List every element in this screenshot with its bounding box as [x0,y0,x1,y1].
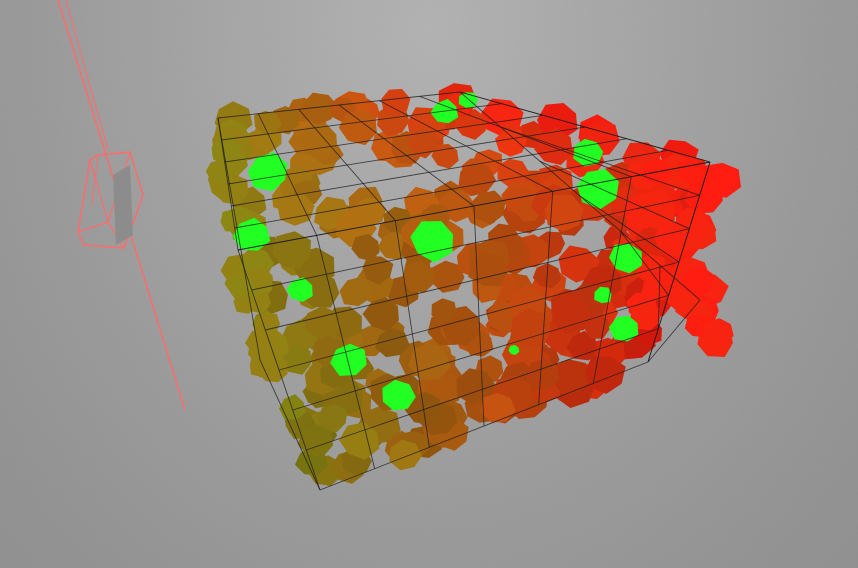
voxel [683,266,714,297]
voxel [402,260,435,293]
voxel [456,368,496,405]
voxel [339,422,380,460]
voxel [469,190,506,225]
camera-body [77,151,144,249]
voxel [675,293,703,320]
voxel [406,128,438,159]
highlighted-voxel [330,343,367,376]
grid-line [619,230,670,296]
highlighted-voxel [247,152,288,192]
voxel [301,96,331,123]
highlighted-voxel [594,286,612,304]
voxel [300,273,340,308]
voxel [362,297,399,332]
highlighted-voxel [458,92,478,108]
voxel [552,359,592,396]
voxel [453,108,487,140]
voxel [630,301,660,331]
camera-frustum [57,0,186,411]
voxel [481,392,516,423]
camera-ray [65,0,109,151]
voxel [552,293,591,334]
voxel [254,110,282,135]
camera-image-panel [113,165,133,245]
voxel [431,298,457,323]
voxel-cluster [205,83,741,486]
grid-line [647,299,701,363]
grid-line [499,126,700,196]
voxel [566,330,598,361]
voxel [468,252,508,287]
grid-line [319,361,649,491]
voxel-grid-wireframe [217,91,711,491]
camera-edge [89,159,109,223]
voxel [339,276,372,307]
voxel [272,231,311,270]
grid-line [657,265,661,329]
voxel [408,342,452,380]
voxel [338,109,377,146]
highlighted-voxel [576,169,619,210]
highlighted-voxel [508,344,520,355]
voxel [495,129,527,157]
highlighted-voxel [410,221,454,263]
voxel [362,255,394,285]
grid-line [259,359,321,491]
voxel [317,404,348,433]
voxel [675,207,710,242]
voxel [584,355,626,394]
voxel [389,439,423,471]
voxel [697,162,741,198]
highlighted-voxel [286,277,313,302]
grid-line [237,161,711,251]
voxel [351,234,380,261]
voxel [299,122,338,161]
voxel [703,318,734,345]
voxel [381,88,411,117]
grid-line [306,328,659,451]
highlighted-voxel [382,379,416,411]
grid-line [579,195,680,263]
voxel [537,103,578,140]
voxel [584,313,610,339]
voxel [297,423,334,457]
grid-line [539,160,690,230]
voxel [458,162,497,197]
grid-line [217,117,261,361]
camera-edge [91,154,99,206]
voxel [279,394,306,420]
highlighted-voxel [232,217,271,251]
grid-line [234,149,669,229]
highlighted-voxel [608,315,639,342]
grid-line [459,91,711,163]
voxel [534,127,573,165]
voxel [211,136,241,164]
voxel [277,194,315,226]
voxel [375,327,410,358]
voxel [511,308,552,347]
voxel [230,274,256,298]
